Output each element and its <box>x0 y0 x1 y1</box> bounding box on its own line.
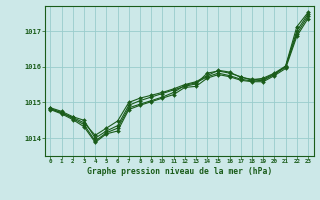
X-axis label: Graphe pression niveau de la mer (hPa): Graphe pression niveau de la mer (hPa) <box>87 167 272 176</box>
